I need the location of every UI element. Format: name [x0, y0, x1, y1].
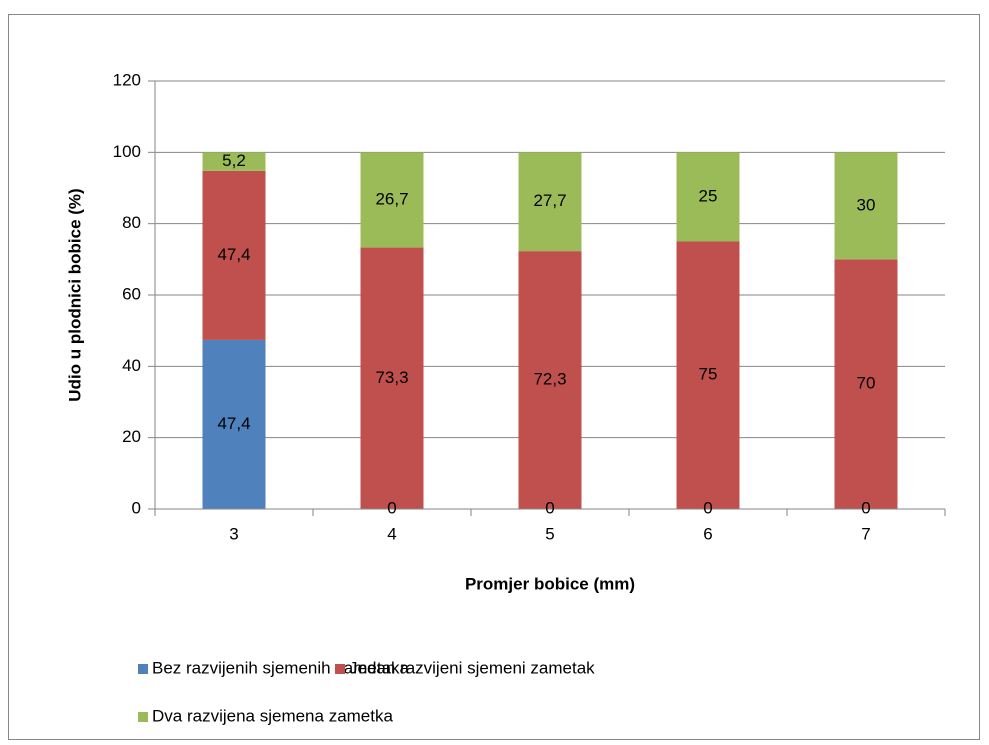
x-tick-label: 4: [387, 524, 396, 543]
bar-segment: [202, 339, 266, 509]
bar-segment: [360, 152, 424, 248]
bar-segment: [834, 259, 898, 509]
legend-swatch: [138, 712, 148, 722]
bar-segment: [834, 152, 898, 260]
y-tick-label: 20: [122, 427, 141, 446]
legend-swatch: [335, 664, 345, 674]
x-tick-label: 5: [545, 524, 554, 543]
x-tick-label: 6: [703, 524, 712, 543]
y-axis-title: Udio u plodnici bobice (%): [65, 188, 84, 401]
data-label: 0: [861, 498, 870, 517]
y-tick-label: 80: [122, 213, 141, 232]
data-label: 27,7: [533, 191, 566, 210]
data-label: 0: [387, 498, 396, 517]
chart-frame: [8, 14, 980, 740]
data-label: 0: [703, 498, 712, 517]
y-tick-label: 0: [132, 498, 141, 517]
y-tick-label: 40: [122, 356, 141, 375]
bar-segment: [202, 152, 266, 171]
data-label: 26,7: [375, 189, 408, 208]
data-label: 75: [699, 365, 718, 384]
data-label: 72,3: [533, 370, 566, 389]
y-tick-label: 100: [113, 142, 141, 161]
x-tick-label: 7: [861, 524, 870, 543]
bar-segment: [676, 152, 740, 242]
bar-segment: [518, 251, 582, 509]
legend-label: Bez razvijenih sjemenih zametaka: [152, 658, 410, 677]
x-tick-label: 3: [229, 524, 238, 543]
y-tick-label: 120: [113, 70, 141, 89]
data-label: 70: [857, 374, 876, 393]
legend-swatch: [138, 664, 148, 674]
bar-segment: [518, 152, 582, 252]
data-label: 5,2: [222, 151, 246, 170]
x-axis-title: Promjer bobice (mm): [465, 574, 635, 593]
bar-segment: [202, 170, 266, 340]
data-label: 0: [545, 498, 554, 517]
data-label: 30: [857, 195, 876, 214]
legend-label: Jedan razvijeni sjemeni zametak: [349, 658, 595, 677]
data-label: 47,4: [217, 245, 250, 264]
data-label: 47,4: [217, 414, 250, 433]
bar-segment: [360, 247, 424, 509]
data-label: 73,3: [375, 368, 408, 387]
bar-segment: [676, 241, 740, 509]
legend-label: Dva razvijena sjemena zametka: [152, 706, 393, 725]
data-label: 25: [699, 186, 718, 205]
y-tick-label: 60: [122, 284, 141, 303]
